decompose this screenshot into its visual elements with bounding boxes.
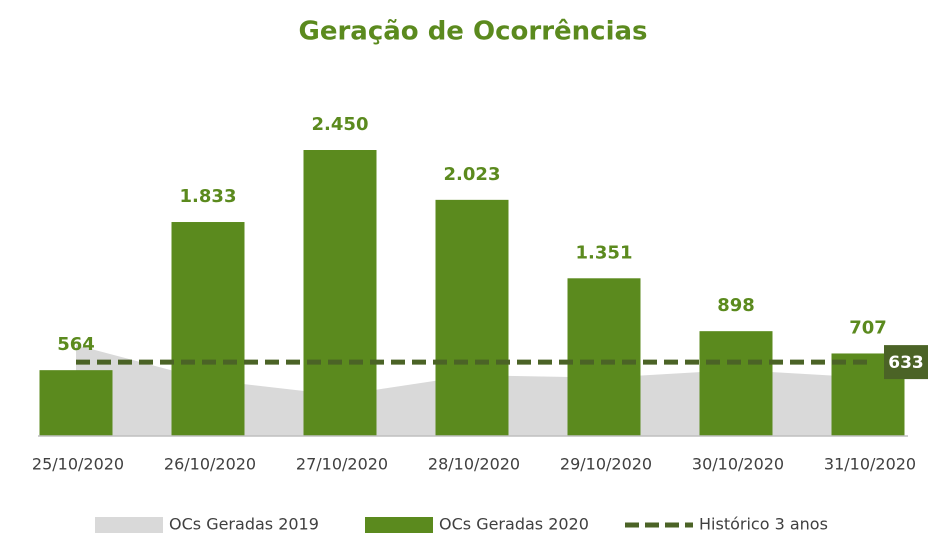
data-label: 1.351: [576, 242, 633, 263]
bar: [39, 370, 113, 436]
x-tick-label: 30/10/2020: [692, 455, 784, 474]
legend-swatch: [95, 517, 163, 533]
legend-label: Histórico 3 anos: [699, 515, 828, 534]
x-tick-label: 31/10/2020: [824, 455, 916, 474]
data-label: 564: [57, 334, 95, 355]
chart-title: Geração de Ocorrências: [298, 17, 647, 47]
end-label-box: [884, 345, 928, 380]
legend-label: OCs Geradas 2020: [439, 515, 589, 534]
x-tick-label: 28/10/2020: [428, 455, 520, 474]
x-tick-label: 25/10/2020: [32, 455, 124, 474]
legend-label: OCs Geradas 2019: [169, 515, 319, 534]
data-label: 707: [849, 317, 887, 338]
bar: [567, 278, 641, 436]
data-label: 2.023: [444, 164, 501, 185]
end-label: 633: [888, 353, 924, 373]
data-label: 1.833: [180, 186, 237, 207]
x-tick-label: 26/10/2020: [164, 455, 256, 474]
bar: [435, 199, 509, 436]
bar: [303, 150, 377, 436]
legend-swatch: [365, 517, 433, 533]
bar: [699, 331, 773, 436]
x-tick-label: 27/10/2020: [296, 455, 388, 474]
bar: [171, 222, 245, 436]
x-tick-label: 29/10/2020: [560, 455, 652, 474]
data-label: 898: [717, 295, 755, 316]
data-label: 2.450: [312, 114, 369, 135]
